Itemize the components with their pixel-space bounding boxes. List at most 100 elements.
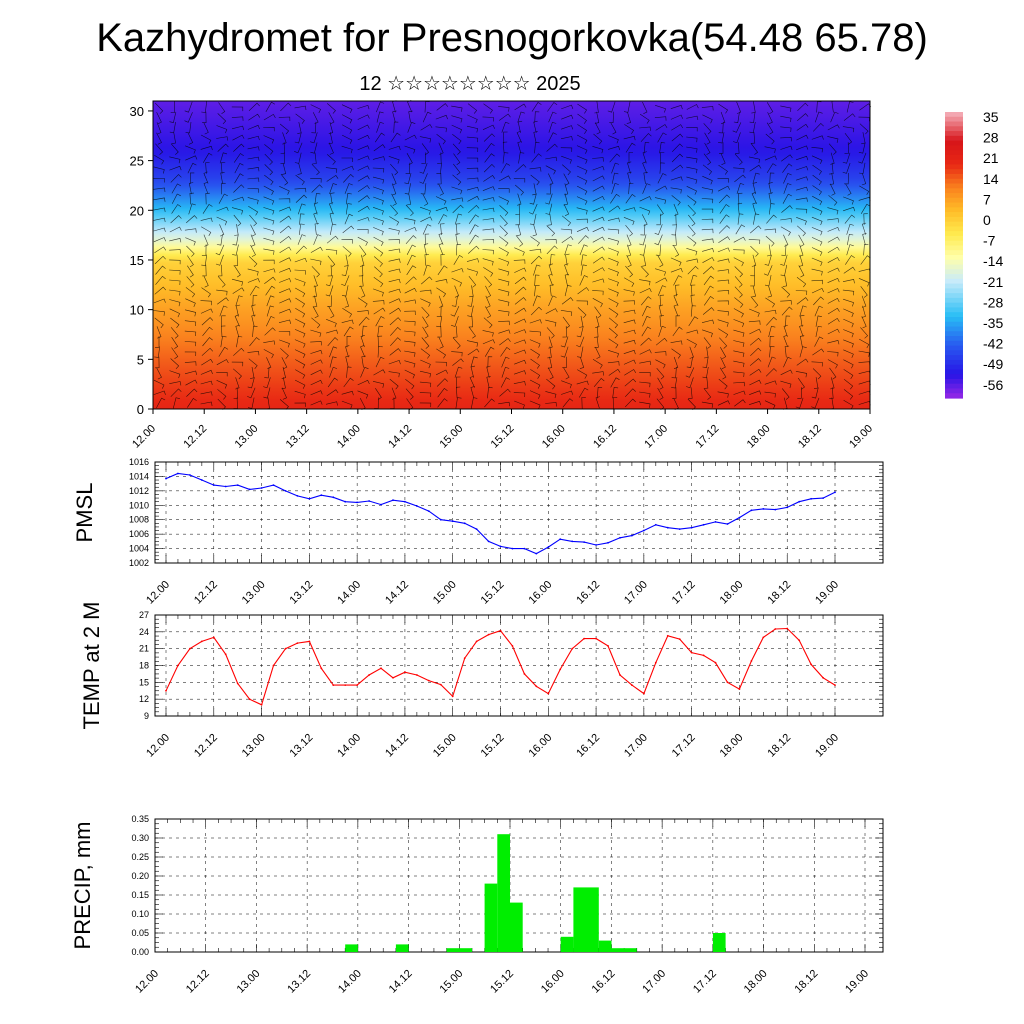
x-tick-label: 15.12 <box>488 968 516 996</box>
y-tick-label: 9 <box>144 711 149 721</box>
x-tick-label: 12.12 <box>192 579 220 607</box>
pmsl-panel <box>154 461 884 564</box>
colorbar-segment <box>945 183 963 189</box>
pmsl-point <box>798 500 801 503</box>
pmsl-point <box>165 477 167 480</box>
y-axis-title: PRECIP, mm <box>70 822 95 950</box>
temp-point <box>356 684 358 686</box>
y-tick-label: 0.10 <box>131 909 149 919</box>
pmsl-point <box>189 474 191 476</box>
temp-point <box>631 684 633 686</box>
precip-bar <box>345 944 358 952</box>
pmsl-point <box>702 523 705 526</box>
pmsl-point <box>272 484 275 486</box>
temp-point <box>212 636 215 639</box>
pmsl-point <box>511 547 514 550</box>
x-tick-label: 13.00 <box>233 423 261 451</box>
precip-bar <box>573 887 599 952</box>
temp-point <box>308 640 311 643</box>
pmsl-point <box>427 510 430 512</box>
pmsl-point <box>284 490 287 492</box>
x-tick-label: 14.12 <box>386 423 414 451</box>
pmsl-point <box>344 500 347 503</box>
temp-point <box>165 689 167 692</box>
pmsl-point <box>332 496 335 499</box>
pmsl-point <box>654 523 657 526</box>
colorbar-segment <box>945 240 963 247</box>
colorbar-segment <box>945 316 963 323</box>
y-tick-label: 1004 <box>129 544 149 554</box>
x-tick-label: 16.00 <box>540 423 568 451</box>
pmsl-point <box>666 526 669 529</box>
y-tick-label: 1010 <box>129 500 149 510</box>
temp-point <box>380 667 382 670</box>
temp-point <box>320 667 323 670</box>
x-tick-label: 19.00 <box>813 579 841 607</box>
pmsl-point <box>643 529 645 532</box>
precip-bar <box>712 933 726 952</box>
pmsl-point <box>499 545 502 548</box>
pmsl-point <box>212 484 215 486</box>
colorbar-segment <box>945 302 963 309</box>
colorbar-label: 28 <box>983 130 999 146</box>
y-axis-title: PMSL <box>72 483 97 543</box>
pmsl-point <box>523 547 526 550</box>
colorbar-segment <box>945 188 963 194</box>
colorbar-segment <box>945 193 963 199</box>
temp-point <box>392 676 394 679</box>
pmsl-point <box>439 518 442 521</box>
pmsl-point <box>260 487 263 489</box>
y-tick-label: 21 <box>139 644 149 654</box>
x-tick-label: 12.12 <box>184 968 212 996</box>
temp-point <box>427 679 430 682</box>
x-tick-label: 16.12 <box>574 732 602 760</box>
x-tick-label: 14.00 <box>335 579 363 607</box>
pmsl-point <box>356 501 358 504</box>
pmsl-point <box>571 540 574 543</box>
temp-point <box>702 654 705 657</box>
x-tick-label: 15.12 <box>479 732 507 760</box>
y-tick-label: 24 <box>139 627 149 637</box>
x-tick-label: 14.12 <box>387 968 415 996</box>
x-tick-label: 19.00 <box>843 968 871 996</box>
y-tick-label: 5 <box>137 352 144 367</box>
pmsl-point <box>690 526 693 529</box>
x-tick-label: 16.12 <box>574 579 602 607</box>
colorbar-segment <box>945 154 963 161</box>
temp-point <box>296 642 299 644</box>
x-tick-label: 15.00 <box>437 423 465 451</box>
x-tick-label: 17.00 <box>622 579 650 607</box>
colorbar-segment <box>945 197 963 204</box>
pmsl-point <box>678 528 681 530</box>
pmsl-point <box>248 488 251 491</box>
colorbar-segment <box>945 336 963 342</box>
colorbar-segment <box>945 326 963 332</box>
colorbar-label: -56 <box>983 377 1003 393</box>
x-tick-label: 17.00 <box>642 423 670 451</box>
precip-bar <box>611 948 637 952</box>
x-tick-label: 17.00 <box>640 968 668 996</box>
temp-point <box>224 653 227 656</box>
y-tick-label: 0.30 <box>131 833 149 843</box>
colorbar-segment <box>945 340 963 347</box>
temp-point <box>200 640 203 643</box>
temp-point <box>332 684 335 686</box>
temp-point <box>284 647 287 650</box>
colorbar-label: -14 <box>983 253 1003 269</box>
x-tick-label: 18.00 <box>745 423 773 451</box>
x-tick-label: 18.12 <box>792 968 820 996</box>
pmsl-point <box>236 484 239 486</box>
temp-point <box>523 673 526 675</box>
colorbar-segment <box>945 140 963 146</box>
x-tick-label: 18.12 <box>765 732 793 760</box>
colorbar-segment <box>945 321 963 328</box>
y-tick-label: 1008 <box>129 515 149 525</box>
colorbar-segment <box>945 255 963 261</box>
temp-point <box>260 703 263 706</box>
pmsl-point <box>451 520 454 523</box>
colorbar-segment <box>945 145 963 151</box>
x-tick-label: 15.00 <box>431 732 459 760</box>
precip-bar <box>395 944 409 952</box>
colorbar-segment <box>945 293 963 299</box>
temp-point <box>762 636 765 639</box>
